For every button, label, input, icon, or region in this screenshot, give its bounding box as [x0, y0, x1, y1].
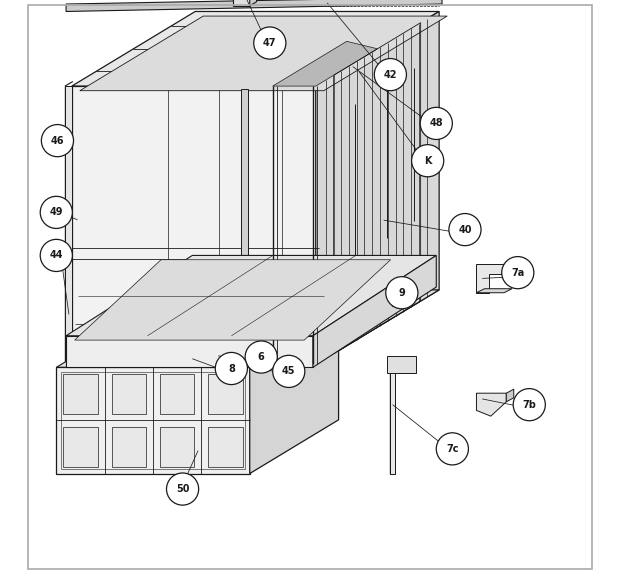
Circle shape: [273, 355, 305, 387]
Polygon shape: [250, 313, 339, 474]
Bar: [160, 374, 195, 413]
Bar: [112, 427, 146, 467]
Circle shape: [386, 277, 418, 309]
Polygon shape: [80, 16, 447, 91]
Circle shape: [436, 433, 469, 465]
Polygon shape: [66, 0, 442, 11]
Circle shape: [412, 145, 444, 177]
Text: 8: 8: [228, 363, 235, 374]
Polygon shape: [391, 373, 395, 474]
Circle shape: [374, 59, 407, 91]
Polygon shape: [74, 259, 391, 340]
Bar: [160, 427, 195, 467]
Text: 47: 47: [263, 38, 277, 48]
Bar: [63, 374, 98, 413]
Text: 6: 6: [258, 352, 265, 362]
Polygon shape: [56, 367, 250, 474]
Circle shape: [254, 27, 286, 59]
Bar: [112, 374, 146, 413]
Text: 40: 40: [458, 224, 472, 235]
Polygon shape: [72, 86, 316, 364]
Text: 50: 50: [176, 484, 189, 494]
Circle shape: [215, 352, 247, 385]
Text: 44: 44: [50, 250, 63, 261]
Text: 48: 48: [430, 118, 443, 129]
Circle shape: [502, 257, 534, 289]
Text: 9: 9: [399, 288, 405, 298]
Text: 45: 45: [282, 366, 296, 377]
Polygon shape: [241, 89, 248, 362]
Text: 49: 49: [50, 207, 63, 218]
Polygon shape: [250, 0, 257, 6]
Bar: [63, 427, 98, 467]
Circle shape: [167, 473, 198, 505]
Text: 7c: 7c: [446, 444, 459, 454]
Circle shape: [42, 125, 74, 157]
Bar: [208, 374, 243, 413]
Polygon shape: [504, 260, 512, 274]
Circle shape: [40, 239, 73, 272]
Polygon shape: [56, 313, 339, 367]
Polygon shape: [232, 0, 250, 6]
Polygon shape: [65, 86, 72, 364]
Polygon shape: [507, 389, 514, 402]
Polygon shape: [313, 255, 436, 367]
Polygon shape: [72, 290, 439, 364]
Text: 7a: 7a: [511, 267, 525, 278]
Text: ©ReplacementParts.com: ©ReplacementParts.com: [216, 302, 312, 312]
Bar: [208, 427, 243, 467]
Polygon shape: [476, 289, 512, 293]
Text: 46: 46: [51, 135, 64, 146]
Polygon shape: [476, 264, 504, 293]
Polygon shape: [316, 11, 439, 364]
Polygon shape: [388, 356, 416, 373]
Polygon shape: [273, 320, 378, 364]
Circle shape: [513, 389, 546, 421]
Polygon shape: [476, 393, 507, 416]
Circle shape: [449, 214, 481, 246]
Circle shape: [245, 341, 277, 373]
Polygon shape: [72, 11, 439, 86]
Text: K: K: [424, 156, 432, 166]
Polygon shape: [273, 41, 378, 86]
Circle shape: [420, 107, 453, 139]
Circle shape: [40, 196, 73, 228]
Polygon shape: [66, 255, 436, 336]
Text: 7b: 7b: [522, 400, 536, 410]
Text: 42: 42: [384, 69, 397, 80]
Polygon shape: [66, 336, 313, 367]
